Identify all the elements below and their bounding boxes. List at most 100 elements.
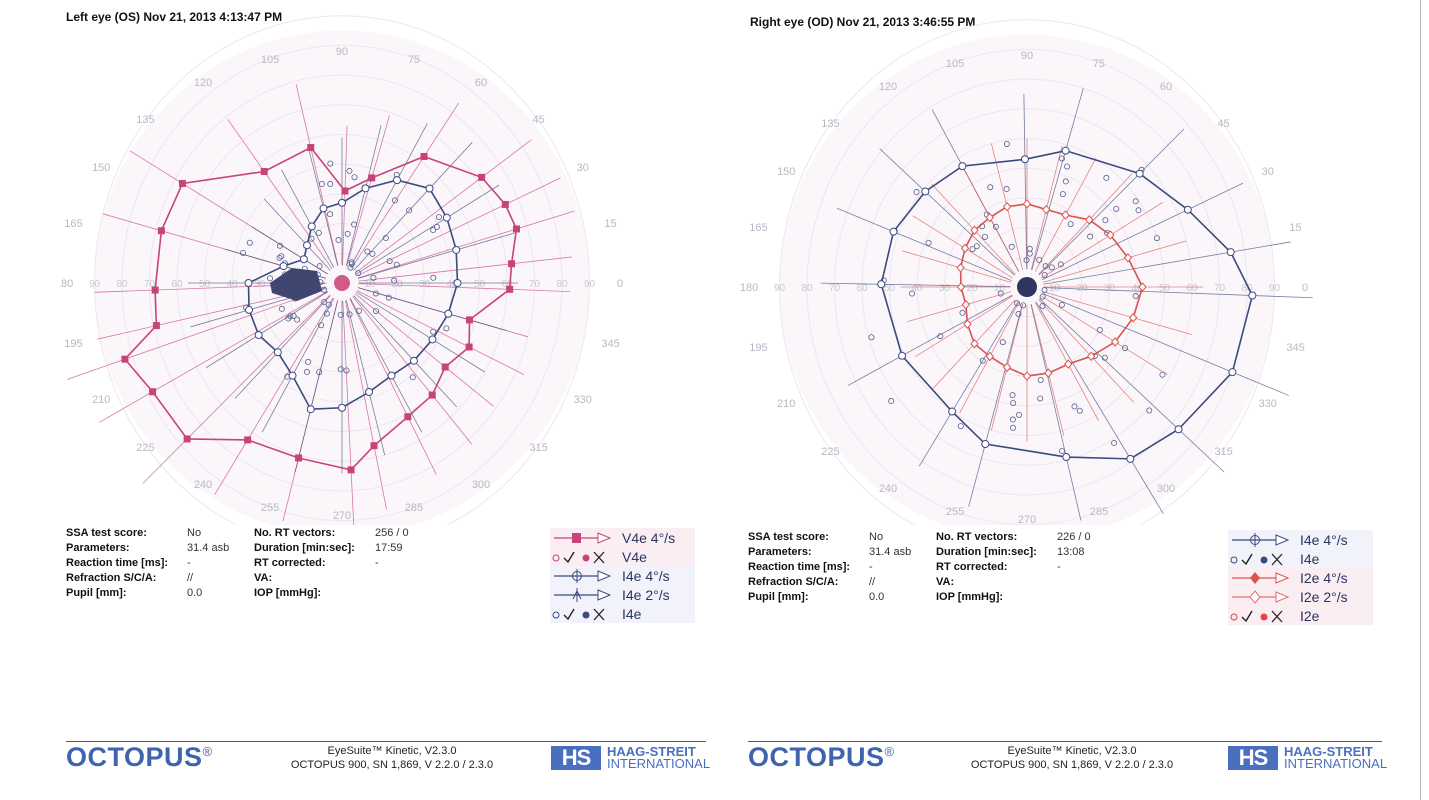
isopter-point [151, 286, 159, 294]
kinetic-vector [342, 125, 348, 266]
hs-logo-mark: HS [551, 746, 601, 770]
kinetic-vector [847, 294, 1013, 386]
seen-spot [290, 312, 297, 319]
meridian-label: 195 [749, 342, 767, 354]
seen-spot [1132, 198, 1139, 205]
kinetic-vector [352, 296, 473, 445]
isopter-point [1020, 155, 1029, 164]
ring-label: 20 [1076, 283, 1088, 294]
seen-spot [356, 307, 363, 314]
ring-label: 10 [1049, 283, 1061, 294]
isopter-point [1064, 359, 1073, 369]
isopter-point [441, 363, 449, 371]
isopter-point [1042, 204, 1051, 215]
isopter-point [1129, 312, 1138, 323]
seen-spot [278, 253, 285, 260]
kinetic-vector [349, 298, 437, 475]
left-legend: V4e 4°/s V4e I4e 4°/s I4e 2°/s I4e [550, 528, 695, 623]
seen-spot [1096, 326, 1103, 333]
isopter-point [307, 144, 315, 152]
seen-spot [355, 270, 362, 277]
isopter-symbol-icon [554, 587, 612, 602]
ring-label: 40 [446, 279, 458, 290]
isopter-point [889, 227, 898, 236]
meridian-label: 225 [136, 442, 154, 454]
kinetic-vector [918, 301, 1019, 467]
meridian-label: 180 [60, 278, 73, 290]
meridian-label: 315 [1214, 446, 1232, 458]
isopter-symbol-icon [1232, 532, 1290, 547]
isopter-line [880, 149, 1254, 460]
meridian-label: 300 [1157, 483, 1175, 495]
seen-spot [276, 242, 283, 249]
meridian-label: 165 [64, 218, 82, 230]
ring-label: 80 [801, 283, 813, 294]
legend-item: I4e 4°/s [1228, 530, 1373, 549]
info-value: 0.0 [869, 591, 885, 603]
isopter-point [302, 241, 311, 250]
kinetic-vector [349, 123, 428, 268]
isopter-point [1087, 351, 1096, 362]
meridian-label: 75 [1093, 58, 1105, 70]
legend-label: I4e [1300, 550, 1320, 567]
right-octopus-logo: OCTOPUS® [748, 742, 895, 773]
kinetic-vector [902, 250, 1012, 283]
seen-spot [1039, 302, 1046, 309]
device-version: OCTOPUS 900, SN 1,869, V 2.2.0 / 2.3.0 [970, 759, 1174, 771]
legend-label: I2e 4°/s [1300, 569, 1348, 586]
kinetic-vector [1041, 295, 1168, 375]
isopter-point [428, 335, 437, 344]
meridian-label: 165 [749, 222, 767, 234]
seen-spot [315, 229, 322, 236]
info-label: VA: [936, 576, 955, 588]
meridian-label: 330 [574, 394, 592, 406]
isopter-symbol-icon [1232, 571, 1290, 584]
isopter-symbol-icon [554, 568, 612, 583]
info-label: Refraction S/C/A: [748, 576, 839, 588]
meridian-label: 45 [532, 114, 544, 126]
legend-item: I4e 4°/s [550, 566, 695, 585]
meridian-label: 105 [261, 54, 279, 66]
seen-spot [1039, 293, 1046, 300]
meridian-label: 45 [1217, 118, 1229, 130]
seen-spot [1122, 345, 1129, 352]
seen-spot [278, 305, 285, 312]
seen-spot [316, 369, 323, 376]
meridian-label: 120 [194, 77, 212, 89]
right-version-info: EyeSuite™ Kinetic, V2.3.0 OCTOPUS 900, S… [942, 744, 1202, 772]
legend-label: V4e 4°/s [622, 529, 676, 546]
isopter-point [1228, 368, 1237, 377]
meridian-label: 135 [136, 114, 154, 126]
eccentricity-ring [779, 19, 1275, 525]
seen-spot [343, 367, 350, 374]
kinetic-vector [251, 226, 328, 275]
ring-label: 90 [584, 279, 596, 290]
seen-spot [303, 368, 310, 375]
ring-label: 30 [254, 279, 266, 290]
isopter-point [307, 222, 316, 231]
ring-label: 90 [774, 283, 786, 294]
ring-label: 60 [501, 279, 513, 290]
seen-spot [1132, 293, 1139, 300]
isopter-point [956, 263, 965, 273]
isopter-point [1061, 146, 1070, 155]
ring-label: 30 [939, 283, 951, 294]
ring-label: 80 [1241, 283, 1253, 294]
seen-spot [959, 309, 966, 316]
company-name: HAAG-STREIT [1284, 744, 1373, 759]
ring-label: 20 [966, 283, 978, 294]
isopter-point [1110, 337, 1120, 347]
seen-spot [1111, 440, 1118, 447]
seen-spot [1023, 257, 1030, 264]
info-label: Duration [min:sec]: [936, 546, 1037, 558]
info-value: 256 / 0 [375, 527, 409, 539]
ring-label: 40 [226, 279, 238, 290]
hs-logo-mark: HS [1228, 746, 1278, 770]
company-subname: INTERNATIONAL [1284, 756, 1388, 771]
kinetic-vector [357, 210, 575, 279]
isopter-point [466, 316, 474, 324]
legend-item: I4e [1228, 549, 1373, 568]
seen-spot [969, 246, 976, 253]
isopter-point [420, 152, 428, 160]
seen-spot [1076, 407, 1083, 414]
